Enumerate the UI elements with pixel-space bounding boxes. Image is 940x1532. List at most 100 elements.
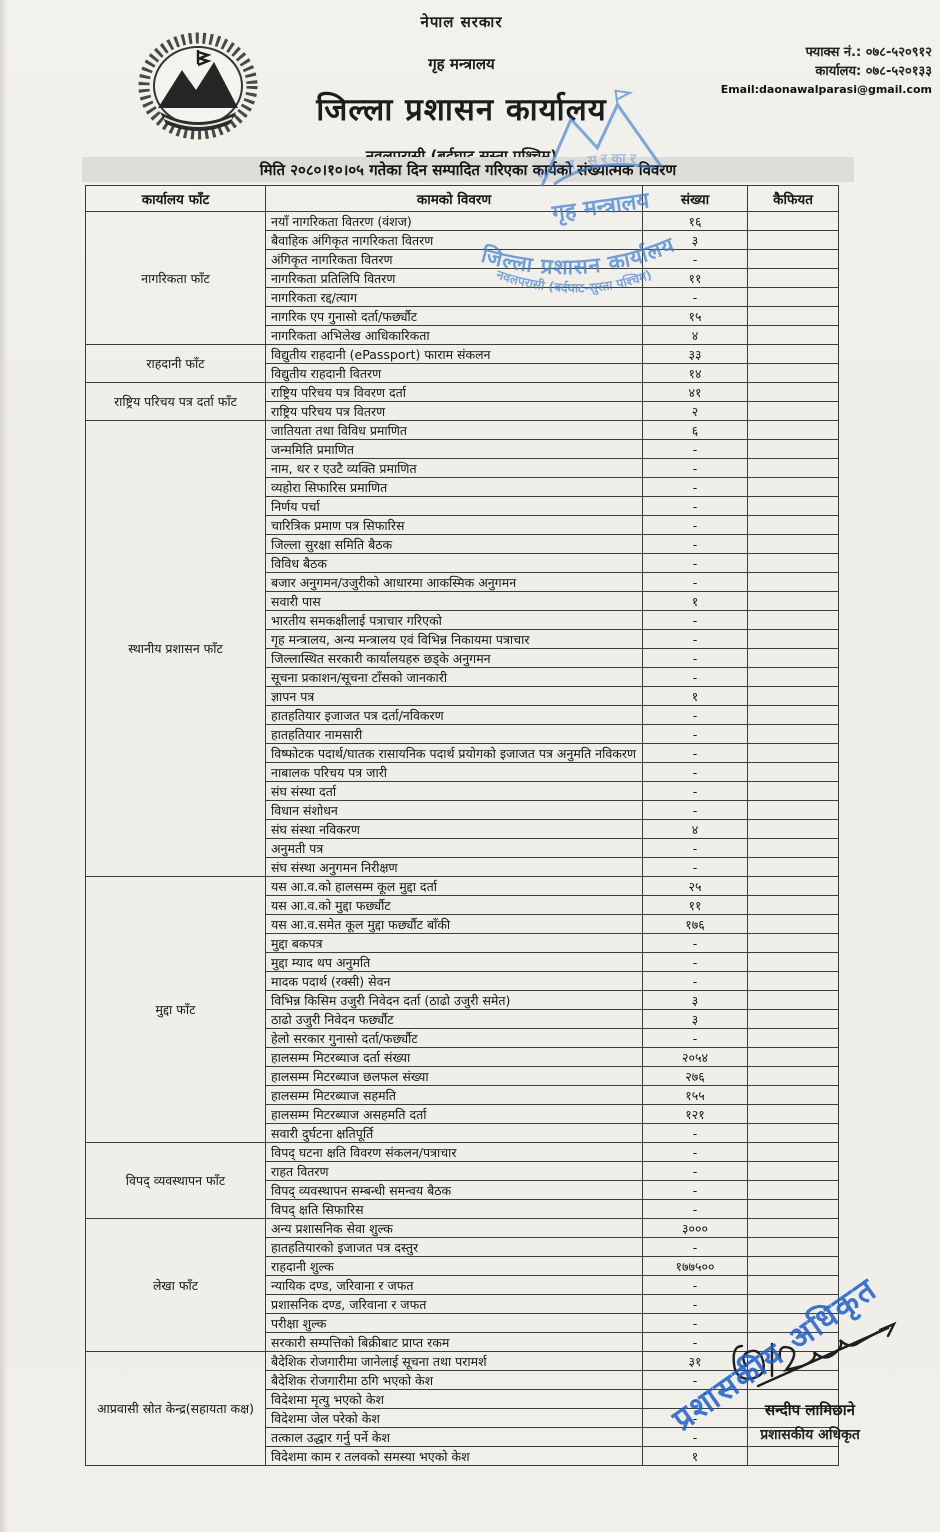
remarks-cell <box>747 819 839 839</box>
table-row: लेखा फाँट अन्य प्रशासनिक सेवा शुल्क ३००० <box>85 1218 839 1352</box>
ministry-name: गृह मन्त्रालय <box>428 55 495 73</box>
column-header-remarks: कैफियत <box>747 185 839 212</box>
work-description-cell: अन्य प्रशासनिक सेवा शुल्क <box>265 1218 643 1238</box>
remarks-cell <box>747 1446 839 1466</box>
remarks-cell <box>747 534 839 554</box>
remarks-cell <box>747 401 839 421</box>
work-description-cell: विधान संशोधन <box>265 800 643 820</box>
work-description-cell: संघ संस्था अनुगमन निरीक्षण <box>265 857 643 877</box>
report-table: कार्यालय फाँट कामको विवरण संख्या कैफियत … <box>85 185 839 1466</box>
column-header-work-description: कामको विवरण <box>265 185 643 212</box>
table-row: बैवाहिक अंगिकृत नागरिकता वितरण ३ <box>86 230 839 250</box>
section-name-cell: लेखा फाँट <box>85 1218 266 1352</box>
count-cell: - <box>642 1180 748 1200</box>
remarks-cell <box>747 553 839 573</box>
remarks-cell <box>747 800 839 820</box>
office-phone: कार्यालय: ०७८-५२०१३३ <box>815 63 932 79</box>
table-row: नाम, थर र एउटै व्यक्ति प्रमाणित - <box>86 458 839 478</box>
work-description-cell: हालसम्म मिटरब्याज छलफल संख्या <box>265 1066 643 1086</box>
table-row: ठाढो उजुरी निवेदन फर्छ्यौट ३ <box>86 1009 839 1029</box>
work-description-cell: नागरिकता अभिलेख आधिकारिकता <box>265 325 643 345</box>
work-description-cell: जन्ममिति प्रमाणित <box>265 439 643 459</box>
work-description-cell: हातहतियार नामसारी <box>265 724 643 744</box>
table-header-row: कार्यालय फाँट कामको विवरण संख्या कैफियत <box>85 185 839 212</box>
table-row: विधान संशोधन - <box>86 800 839 820</box>
email-address: Email:daonawalparasi@gmail.com <box>720 82 932 96</box>
remarks-cell <box>747 876 839 896</box>
remarks-cell <box>747 1066 839 1086</box>
remarks-cell <box>747 572 839 592</box>
table-row: सवारी पास १ <box>86 591 839 611</box>
work-description-cell: जातियता तथा विविध प्रमाणित <box>265 420 643 440</box>
remarks-cell <box>747 990 839 1010</box>
count-cell: - <box>642 1161 748 1181</box>
count-cell: १७६ <box>642 914 748 934</box>
section-name-cell: नागरिकता फाँट <box>85 211 266 345</box>
table-row: विष्फोटक पदार्थ/घातक रासायनिक पदार्थ प्र… <box>86 743 839 763</box>
work-description-cell: बजार अनुगमन/उजुरीको आधारमा आकस्मिक अनुगम… <box>265 572 643 592</box>
work-description-cell: विभिन्न किसिम उजुरी निवेदन दर्ता (ठाढो उ… <box>265 990 643 1010</box>
contact-block: फ्याक्स नं.: ०७८-५२०९१२ कार्यालय: ०७८-५२… <box>672 44 932 98</box>
count-cell: - <box>642 781 748 801</box>
remarks-cell <box>747 1180 839 1200</box>
remarks-cell <box>747 743 839 763</box>
column-header-count: संख्या <box>642 185 748 212</box>
table-row: आप्रवासी स्रोत केन्द्र(सहायता कक्ष) बैदेश… <box>85 1351 839 1466</box>
work-description-cell: सूचना प्रकाशन/सूचना टाँसको जानकारी <box>265 667 643 687</box>
remarks-cell <box>747 1123 839 1143</box>
remarks-cell <box>747 1370 839 1390</box>
count-cell: - <box>642 610 748 630</box>
remarks-cell <box>747 420 839 440</box>
count-cell: - <box>642 249 748 269</box>
work-description-cell: विपद् व्यवस्थापन सम्बन्धी समन्वय बैठक <box>265 1180 643 1200</box>
remarks-cell <box>747 1275 839 1295</box>
remarks-cell <box>747 591 839 611</box>
count-cell: ४ <box>642 819 748 839</box>
count-cell: ३ <box>642 230 748 250</box>
count-cell: - <box>642 1028 748 1048</box>
work-description-cell: जिल्ला सुरक्षा समिति बैठक <box>265 534 643 554</box>
remarks-cell <box>747 496 839 516</box>
work-description-cell: अंगिकृत नागरिकता वितरण <box>265 249 643 269</box>
work-description-cell: मुद्दा बकपत्र <box>265 933 643 953</box>
remarks-cell <box>747 249 839 269</box>
remarks-cell <box>747 1237 839 1257</box>
count-cell: - <box>642 933 748 953</box>
remarks-cell <box>747 344 839 364</box>
work-description-cell: नाम, थर र एउटै व्यक्ति प्रमाणित <box>265 458 643 478</box>
remarks-cell <box>747 458 839 478</box>
count-cell: - <box>642 477 748 497</box>
signatory-name: सन्दीप लामिछाने <box>764 1401 855 1419</box>
section-name-cell: राष्ट्रिय परिचय पत्र दर्ता फाँट <box>85 382 266 421</box>
section-name-cell: स्थानीय प्रशासन फाँट <box>85 420 266 877</box>
work-description-cell: यस आ.व.समेत कूल मुद्दा फर्छ्यौट बाँकी <box>265 914 643 934</box>
work-description-cell: परीक्षा शुल्क <box>265 1313 643 1333</box>
table-row: राष्ट्रिय परिचय पत्र वितरण २ <box>86 401 839 421</box>
remarks-cell <box>747 325 839 345</box>
count-cell: १ <box>642 1446 748 1466</box>
work-description-cell: निर्णय पर्चा <box>265 496 643 516</box>
count-cell: - <box>642 1123 748 1143</box>
remarks-cell <box>747 1351 839 1371</box>
table-row: स्थानीय प्रशासन फाँट जातियता तथा विविध प्… <box>85 420 839 877</box>
count-cell: - <box>642 743 748 763</box>
count-cell: - <box>642 800 748 820</box>
section-name-cell: मुद्दा फाँट <box>85 876 266 1143</box>
work-description-cell: विद्युतीय राहदानी वितरण <box>265 363 643 383</box>
remarks-cell <box>747 439 839 459</box>
remarks-cell <box>747 1199 839 1219</box>
table-row: प्रशासनिक दण्ड, जरिवाना र जफत - <box>86 1294 839 1314</box>
work-description-cell: अनुमती पत्र <box>265 838 643 858</box>
table-row: विदेशमा जेल परेको केश - <box>86 1408 839 1428</box>
work-description-cell: राहदानी शुल्क <box>265 1256 643 1276</box>
work-description-cell: यस आ.व.को मुद्दा फर्छ्यौट <box>265 895 643 915</box>
section-name-cell: आप्रवासी स्रोत केन्द्र(सहायता कक्ष) <box>85 1351 266 1466</box>
count-cell: २ <box>642 401 748 421</box>
work-description-cell: हालसम्म मिटरब्याज असहमति दर्ता <box>265 1104 643 1124</box>
work-description-cell: नयाँ नागरिकता वितरण (वंशज) <box>265 211 643 231</box>
remarks-cell <box>747 1332 839 1352</box>
remarks-cell <box>747 268 839 288</box>
column-header-office-section: कार्यालय फाँट <box>85 185 266 212</box>
work-description-cell: बैदेशिक रोजगारीमा जानेलाई सूचना तथा पराम… <box>265 1351 643 1371</box>
work-description-cell: हेलो सरकार गुनासो दर्ता/फर्छ्यौट <box>265 1028 643 1048</box>
